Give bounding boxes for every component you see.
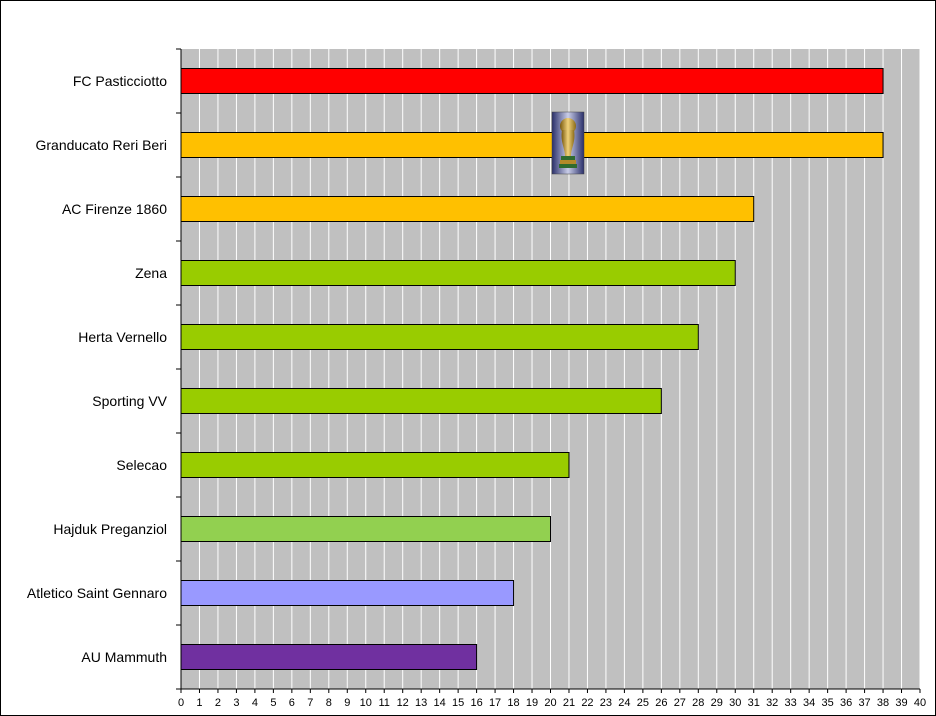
x-tick-label: 24 [618, 697, 630, 709]
bar [180, 644, 478, 670]
category-label: Selecao [116, 457, 167, 473]
category-label: AC Firenze 1860 [62, 201, 167, 217]
x-tick-label: 14 [434, 697, 446, 709]
x-tick-label: 19 [526, 697, 538, 709]
x-tick-label: 33 [785, 697, 797, 709]
x-tick-label: 10 [360, 697, 372, 709]
x-tick-label: 16 [470, 697, 482, 709]
category-label: Granducato Reri Beri [35, 137, 167, 153]
x-tick-label: 23 [600, 697, 612, 709]
x-tick-label: 8 [326, 697, 332, 709]
x-tick-label: 18 [507, 697, 519, 709]
x-tick-label: 30 [729, 697, 741, 709]
bar [180, 132, 884, 158]
y-axis: FC Pasticciotto Granducato Reri Beri AC Fi… [27, 48, 182, 690]
category-label: Sporting VV [92, 393, 167, 409]
x-tick-label: 31 [748, 697, 760, 709]
x-tick-label: 28 [692, 697, 704, 709]
x-tick-label: 3 [233, 697, 239, 709]
x-axis: 0 1 2 3 4 5 6 7 8 9 10 11 12 13 14 15 16 17 18 19 20 21 22 23 24… [178, 688, 926, 709]
x-tick-label: 11 [379, 697, 390, 709]
x-tick-label: 9 [344, 697, 350, 709]
x-tick-label: 32 [766, 697, 778, 709]
x-tick-label: 17 [489, 697, 501, 709]
x-tick-label: 13 [415, 697, 427, 709]
x-tick-label: 26 [655, 697, 667, 709]
category-label: Atletico Saint Gennaro [27, 585, 167, 601]
x-tick-label: 5 [270, 697, 276, 709]
x-tick-label: 25 [637, 697, 649, 709]
x-tick-label: 21 [563, 697, 575, 709]
bars [180, 68, 884, 670]
x-tick-label: 39 [895, 697, 907, 709]
x-tick-label: 34 [803, 697, 815, 709]
x-tick-label: 12 [397, 697, 409, 709]
category-label: Herta Vernello [78, 329, 167, 345]
bar [180, 580, 515, 606]
x-tick-label: 29 [711, 697, 723, 709]
bar [180, 388, 662, 414]
category-label: Zena [135, 265, 167, 281]
x-tick-label: 15 [452, 697, 464, 709]
x-tick-label: 35 [822, 697, 834, 709]
x-tick-label: 20 [544, 697, 556, 709]
bar [180, 68, 884, 94]
bar [180, 260, 736, 286]
category-label: Hajduk Preganziol [53, 521, 167, 537]
x-tick-label: 37 [858, 697, 870, 709]
x-tick-label: 4 [252, 697, 258, 709]
category-label: AU Mammuth [81, 649, 167, 665]
x-tick-label: 22 [581, 697, 593, 709]
x-tick-label: 40 [914, 697, 926, 709]
bar [180, 196, 755, 222]
category-label: FC Pasticciotto [73, 73, 167, 89]
x-tick-label: 1 [196, 697, 202, 709]
x-tick-label: 0 [178, 697, 184, 709]
x-tick-label: 7 [307, 697, 313, 709]
bar [180, 516, 551, 542]
bar [180, 324, 699, 350]
x-tick-label: 36 [840, 697, 852, 709]
trophy-icon [551, 111, 585, 175]
x-tick-label: 38 [877, 697, 889, 709]
x-tick-label: 6 [289, 697, 295, 709]
bar [180, 452, 570, 478]
x-tick-label: 27 [674, 697, 686, 709]
x-tick-label: 2 [215, 697, 221, 709]
